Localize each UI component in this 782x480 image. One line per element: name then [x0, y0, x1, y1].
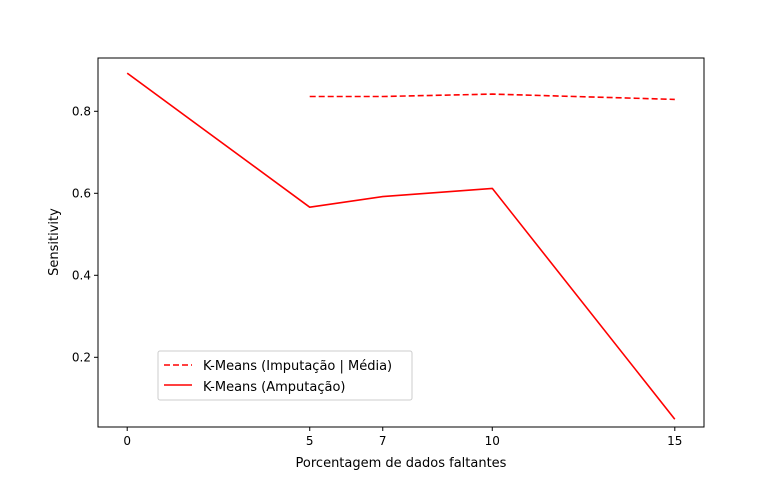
- x-tick-label: 15: [667, 434, 682, 448]
- y-axis-ticks: 0.2 0.4 0.6 0.8: [72, 104, 98, 364]
- legend-label-amputacao: K-Means (Amputação): [203, 380, 346, 395]
- x-axis-ticks: 0 5 7 10 15: [123, 427, 682, 448]
- plot-area-frame: [97, 57, 705, 428]
- x-tick-label: 5: [306, 434, 314, 448]
- x-tick-label: 0: [123, 434, 131, 448]
- x-axis-label: Porcentagem de dados faltantes: [296, 456, 507, 471]
- legend: K-Means (Imputação | Média) K-Means (Amp…: [157, 350, 413, 401]
- series-layer: [126, 72, 676, 420]
- legend-label-imputacao: K-Means (Imputação | Média): [203, 359, 392, 374]
- legend-box: [157, 350, 413, 401]
- series-line-imputacao-media: [309, 93, 675, 101]
- x-tick-label: 10: [485, 434, 500, 448]
- y-axis-label: Sensitivity: [47, 208, 62, 276]
- y-tick-label: 0.2: [72, 350, 91, 364]
- series-line-amputacao: [126, 72, 676, 420]
- y-tick-label: 0.8: [72, 104, 91, 118]
- y-tick-label: 0.4: [72, 268, 91, 282]
- y-tick-label: 0.6: [72, 186, 91, 200]
- x-tick-label: 7: [379, 434, 387, 448]
